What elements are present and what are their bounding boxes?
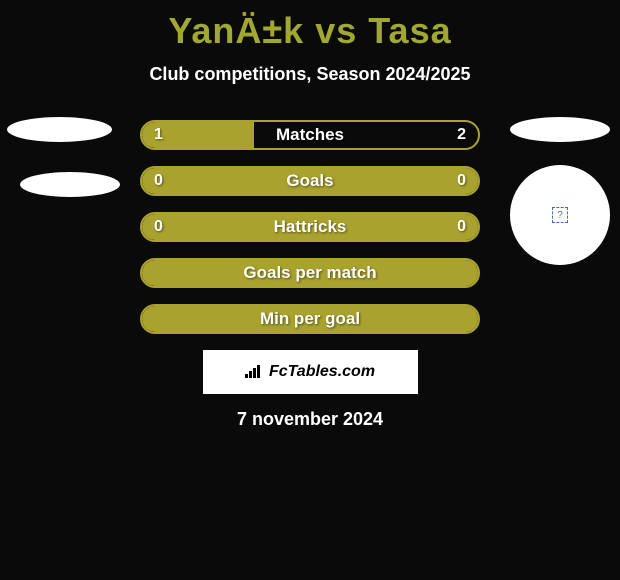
value-right: 0 (457, 218, 466, 236)
bars-container: 1 2 Matches 0 0 Goals 0 0 Hattricks Goals per mat… (140, 120, 480, 334)
placeholder-icon: ? (552, 207, 568, 223)
infographic-container: YanÄ±k vs Tasa Club competitions, Season… (0, 0, 620, 580)
bar-label: Min per goal (260, 309, 360, 329)
value-left: 1 (154, 126, 163, 144)
page-title: YanÄ±k vs Tasa (0, 0, 620, 52)
bar-label: Goals per match (243, 263, 376, 283)
stat-bar-hattricks: 0 0 Hattricks (140, 212, 480, 242)
subtitle: Club competitions, Season 2024/2025 (0, 64, 620, 85)
stat-bar-goals-per-match: Goals per match (140, 258, 480, 288)
value-right: 2 (457, 126, 466, 144)
stat-bar-matches: 1 2 Matches (140, 120, 480, 150)
player1-avatar-2 (20, 172, 120, 197)
branding-logo-icon (245, 364, 263, 381)
player1-avatar-1 (7, 117, 112, 142)
value-right: 0 (457, 172, 466, 190)
bar-label: Hattricks (274, 217, 347, 237)
bar-label: Goals (286, 171, 333, 191)
date-text: 7 november 2024 (0, 409, 620, 430)
stat-bar-goals: 0 0 Goals (140, 166, 480, 196)
chart-area: ? 1 2 Matches 0 0 Goals 0 0 Hattricks Goals per m… (0, 120, 620, 334)
value-left: 0 (154, 172, 163, 190)
branding-text: FcTables.com (269, 363, 375, 381)
branding-badge: FcTables.com (203, 350, 418, 394)
bar-label: Matches (276, 125, 344, 145)
value-left: 0 (154, 218, 163, 236)
stat-bar-min-per-goal: Min per goal (140, 304, 480, 334)
player2-avatar-2: ? (510, 165, 610, 265)
player2-avatar-1 (510, 117, 610, 142)
